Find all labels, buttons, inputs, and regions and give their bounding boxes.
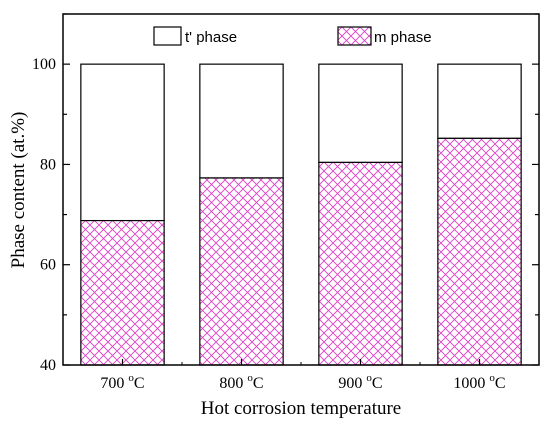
legend-label-m-phase: m phase [374, 29, 432, 46]
x-tick-label: 1000 oC [453, 372, 505, 392]
legend-label-t-phase: t' phase [185, 29, 237, 46]
bar-t-phase [437, 63, 522, 139]
legend-swatch-m-phase [337, 26, 372, 46]
bar-m-phase [199, 177, 284, 366]
y-axis-title: Phase content (at.%) [8, 112, 29, 269]
x-axis: 700 oC 800 oC 900 oC 1000 oC [100, 359, 506, 392]
x-tick-label: 900 oC [338, 372, 382, 392]
bar-t-phase [318, 63, 403, 164]
bar-m-phase [318, 161, 403, 366]
x-tick-label: 800 oC [219, 372, 263, 392]
x-axis-title: Hot corrosion temperature [201, 398, 401, 419]
y-tick-label: 40 [40, 357, 56, 374]
legend: t' phase m phase [153, 26, 432, 46]
bar-t-phase [199, 63, 284, 179]
bars [80, 63, 522, 366]
legend-swatch-t-phase [153, 26, 182, 46]
y-tick-label: 80 [40, 156, 56, 173]
y-tick-label: 100 [32, 56, 56, 73]
y-axis: 40 60 80 100 [32, 13, 539, 374]
x-tick-label: 700 oC [100, 372, 144, 392]
bar-t-phase [80, 63, 165, 222]
bar-m-phase [80, 219, 165, 366]
y-tick-label: 60 [40, 257, 56, 274]
bar-m-phase [437, 137, 522, 366]
